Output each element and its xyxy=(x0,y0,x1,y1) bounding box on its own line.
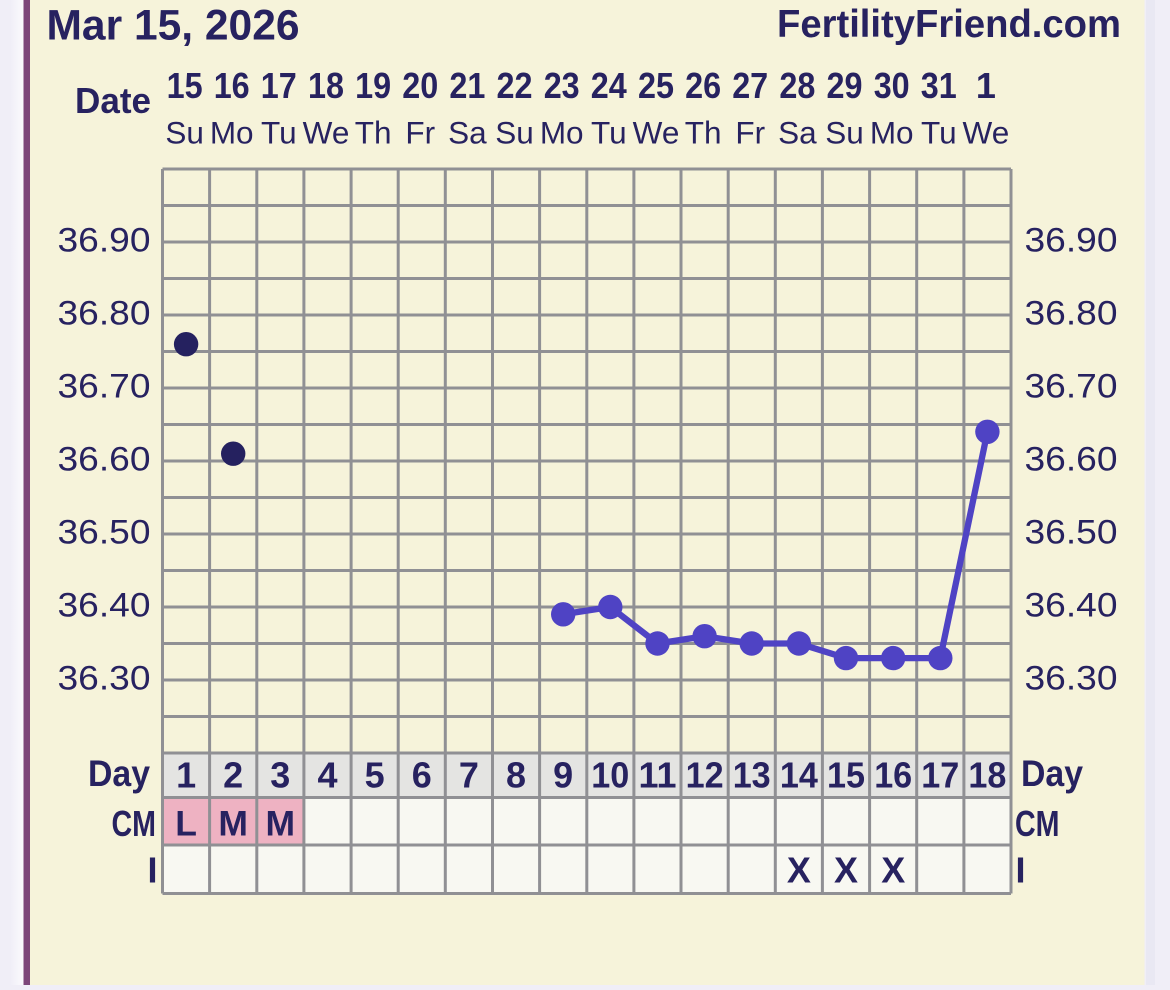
svg-text:10: 10 xyxy=(591,755,629,796)
svg-text:19: 19 xyxy=(355,65,391,106)
svg-text:X: X xyxy=(834,850,858,891)
svg-text:29: 29 xyxy=(827,65,863,106)
svg-text:Su: Su xyxy=(495,114,534,150)
svg-text:I: I xyxy=(147,849,157,890)
svg-text:FertilityFriend.com: FertilityFriend.com xyxy=(777,3,1121,46)
svg-text:Mo: Mo xyxy=(870,114,914,150)
svg-text:Day: Day xyxy=(1021,752,1083,794)
svg-text:Tu: Tu xyxy=(591,114,627,150)
svg-text:31: 31 xyxy=(921,65,957,106)
svg-text:Date: Date xyxy=(75,80,151,121)
svg-text:36.30: 36.30 xyxy=(58,660,151,698)
svg-text:Mo: Mo xyxy=(210,114,254,150)
svg-text:Sa: Sa xyxy=(448,114,487,150)
svg-text:18: 18 xyxy=(308,65,344,106)
svg-text:36.40: 36.40 xyxy=(58,587,151,625)
svg-text:36.90: 36.90 xyxy=(1025,222,1118,260)
svg-text:36.50: 36.50 xyxy=(1025,514,1118,552)
svg-text:CM: CM xyxy=(1015,803,1060,844)
svg-text:36.60: 36.60 xyxy=(58,441,151,479)
svg-text:2: 2 xyxy=(223,755,243,796)
svg-text:M: M xyxy=(266,804,296,844)
svg-text:9: 9 xyxy=(553,755,573,796)
svg-text:15: 15 xyxy=(827,755,865,796)
svg-text:30: 30 xyxy=(874,65,910,106)
svg-text:22: 22 xyxy=(497,65,533,106)
svg-text:17: 17 xyxy=(261,65,297,106)
svg-text:Th: Th xyxy=(685,114,722,150)
svg-text:We: We xyxy=(963,114,1010,150)
svg-text:We: We xyxy=(303,114,350,150)
svg-text:36.70: 36.70 xyxy=(58,368,151,406)
svg-text:X: X xyxy=(881,850,905,891)
svg-text:24: 24 xyxy=(591,65,627,106)
svg-text:36.80: 36.80 xyxy=(1025,295,1118,333)
svg-text:13: 13 xyxy=(733,755,771,796)
svg-text:Fr: Fr xyxy=(405,114,435,150)
svg-text:27: 27 xyxy=(732,65,768,106)
svg-text:21: 21 xyxy=(449,65,485,106)
svg-text:12: 12 xyxy=(686,755,724,796)
svg-text:6: 6 xyxy=(412,755,432,796)
svg-text:Day: Day xyxy=(88,752,150,794)
svg-text:Tu: Tu xyxy=(921,114,957,150)
svg-text:15: 15 xyxy=(167,65,203,106)
svg-text:36.90: 36.90 xyxy=(58,222,151,260)
svg-text:CM: CM xyxy=(112,803,157,844)
svg-text:16: 16 xyxy=(214,65,250,106)
svg-text:7: 7 xyxy=(459,755,479,796)
svg-text:14: 14 xyxy=(780,755,818,796)
svg-text:36.70: 36.70 xyxy=(1025,368,1118,406)
svg-text:17: 17 xyxy=(921,755,959,796)
svg-text:3: 3 xyxy=(270,755,290,796)
svg-text:Tu: Tu xyxy=(261,114,297,150)
svg-text:M: M xyxy=(218,804,248,844)
svg-text:1: 1 xyxy=(176,755,196,796)
svg-text:L: L xyxy=(175,804,197,844)
svg-text:Su: Su xyxy=(825,114,864,150)
svg-text:Fr: Fr xyxy=(735,114,765,150)
svg-text:Su: Su xyxy=(165,114,204,150)
svg-text:Mo: Mo xyxy=(540,114,584,150)
svg-text:5: 5 xyxy=(365,755,385,796)
svg-text:Mar 15, 2026: Mar 15, 2026 xyxy=(47,3,300,50)
svg-text:36.50: 36.50 xyxy=(58,514,151,552)
svg-text:36.80: 36.80 xyxy=(58,295,151,333)
svg-text:11: 11 xyxy=(639,755,677,796)
svg-text:1: 1 xyxy=(976,65,996,106)
svg-text:26: 26 xyxy=(685,65,721,106)
svg-text:36.60: 36.60 xyxy=(1025,441,1118,479)
svg-text:36.30: 36.30 xyxy=(1025,660,1118,698)
svg-text:25: 25 xyxy=(638,65,674,106)
svg-text:4: 4 xyxy=(317,755,337,796)
svg-text:X: X xyxy=(787,850,811,891)
svg-text:36.40: 36.40 xyxy=(1025,587,1118,625)
svg-text:Sa: Sa xyxy=(778,114,817,150)
svg-text:8: 8 xyxy=(506,755,526,796)
svg-text:20: 20 xyxy=(402,65,438,106)
svg-text:Th: Th xyxy=(355,114,392,150)
svg-text:23: 23 xyxy=(544,65,580,106)
svg-text:28: 28 xyxy=(779,65,815,106)
svg-text:We: We xyxy=(633,114,680,150)
svg-text:I: I xyxy=(1015,849,1025,890)
svg-text:18: 18 xyxy=(968,755,1006,796)
svg-text:16: 16 xyxy=(874,755,912,796)
